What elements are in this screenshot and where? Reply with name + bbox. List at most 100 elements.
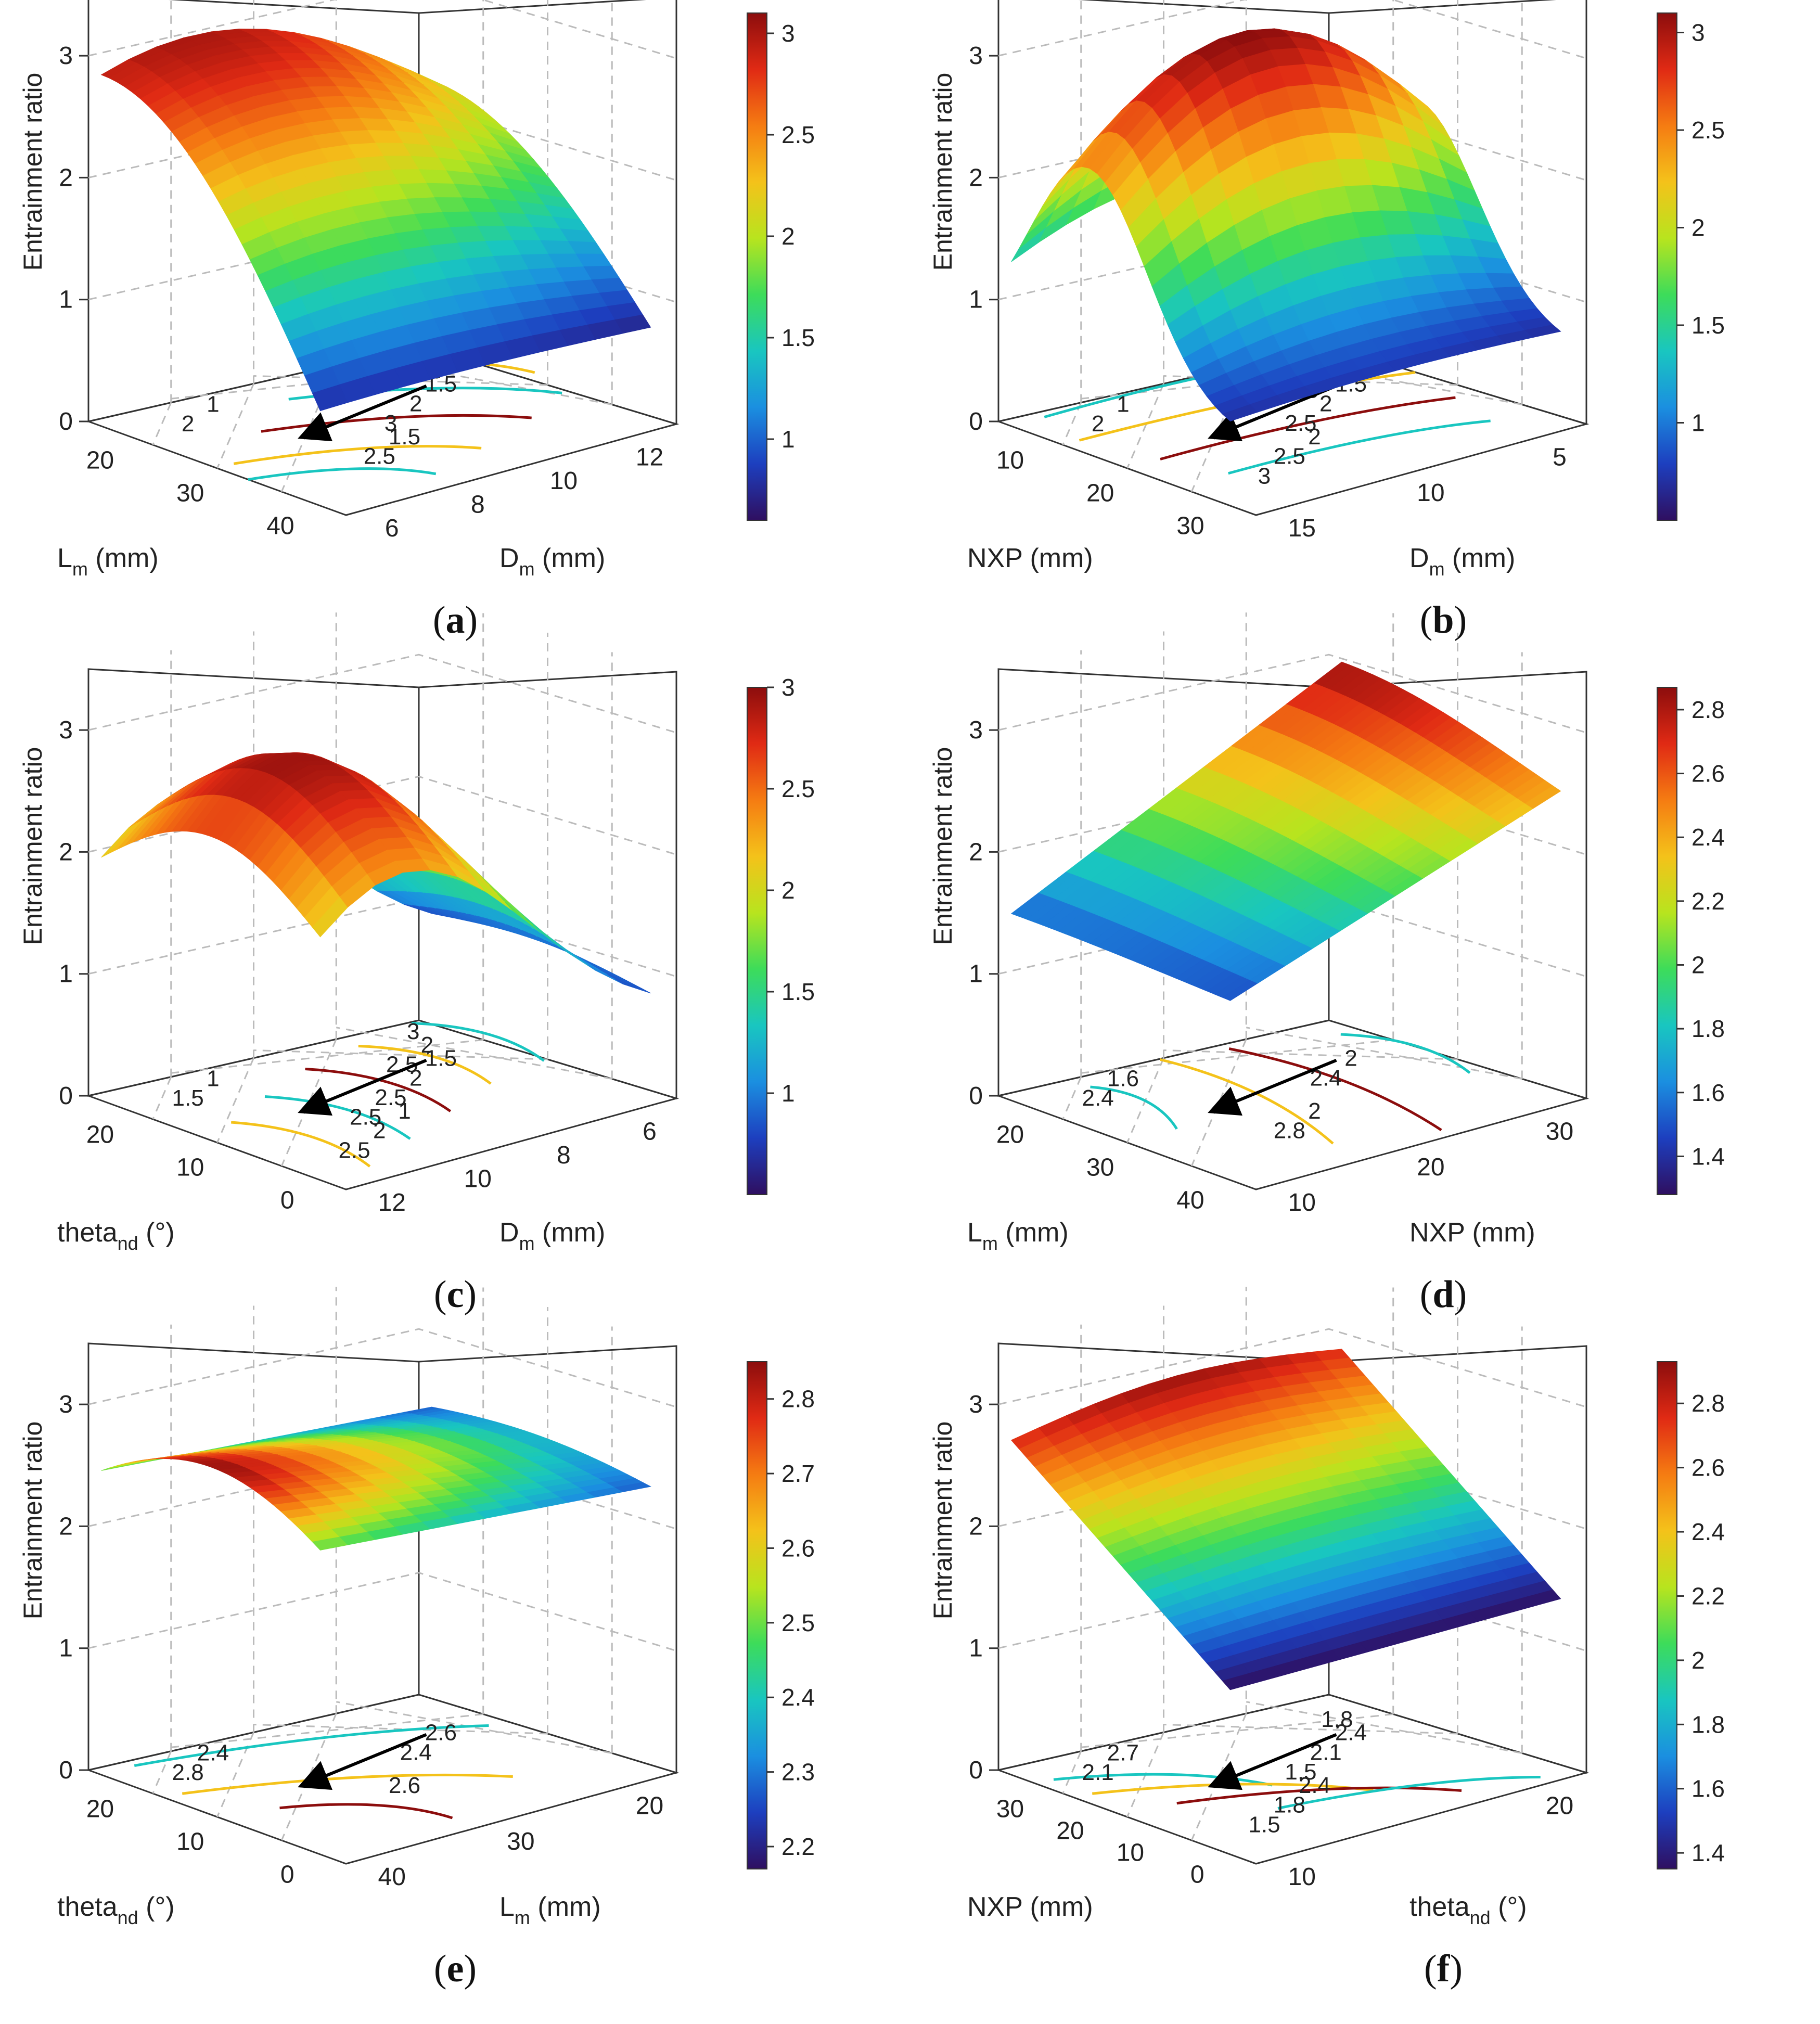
colorbar-tick-label: 1 bbox=[1691, 409, 1705, 437]
x-axis-label-main: L bbox=[57, 543, 72, 573]
y-tick-label: 8 bbox=[471, 491, 485, 519]
y-axis-label-main: theta bbox=[1409, 1892, 1470, 1922]
z-gridline bbox=[88, 775, 677, 855]
surface bbox=[101, 752, 651, 994]
contour-label: 2 bbox=[182, 411, 194, 437]
y-axis-label-gap bbox=[1465, 1218, 1472, 1248]
colorbar-tick-label: 2.6 bbox=[1691, 760, 1725, 787]
colorbar-tick-label: 2.8 bbox=[1691, 1390, 1725, 1417]
contour-line bbox=[1176, 1786, 1462, 1805]
x-axis-label-sub: nd bbox=[118, 1233, 138, 1254]
x-axis-label: thetand (°) bbox=[57, 1218, 175, 1254]
chart-panel-f: 0 1 2 3 Entrainment ratio 2.7 2.4 2.4 2.1 2.1 1.8 1… bbox=[910, 1287, 1820, 2023]
colorbar bbox=[1657, 1361, 1677, 1869]
colorbar-tick-label: 2.5 bbox=[1691, 117, 1725, 144]
colorbar-tick-label: 2 bbox=[1691, 951, 1705, 978]
floor-gridline bbox=[253, 1049, 548, 1060]
contour-label: 1.5 bbox=[1285, 1759, 1316, 1785]
x-axis-label-main: NXP bbox=[967, 1892, 1022, 1922]
y-tick-label: 10 bbox=[550, 467, 578, 495]
y-tick-label: 6 bbox=[385, 515, 399, 542]
floor bbox=[85, 1694, 680, 1865]
contour-line bbox=[1053, 1773, 1273, 1787]
colorbar-tick-label: 2.2 bbox=[1691, 888, 1725, 915]
x-axis-label: Lm (mm) bbox=[57, 543, 159, 580]
y-tick-label: 40 bbox=[378, 1863, 406, 1891]
contour-label: 2.5 bbox=[1274, 444, 1305, 469]
contour-label: 2 bbox=[421, 1032, 433, 1058]
surface bbox=[1010, 1349, 1561, 1690]
colorbar bbox=[1657, 12, 1677, 521]
contour-line bbox=[1277, 1776, 1541, 1810]
y-tick-label: 8 bbox=[557, 1142, 571, 1169]
contour-label: 1 bbox=[398, 1098, 411, 1124]
colorbar-tick-label: 2.3 bbox=[781, 1759, 815, 1786]
x-tick-label: 20 bbox=[996, 1121, 1024, 1148]
x-tick-label: 20 bbox=[86, 446, 114, 474]
floor-gridline bbox=[1246, 1701, 1522, 1754]
colorbar-tick-label: 2.4 bbox=[1691, 1518, 1725, 1545]
contour-line bbox=[1228, 419, 1491, 475]
colorbar-tick-label: 2.8 bbox=[781, 1386, 815, 1413]
x-axis-label-main: theta bbox=[57, 1218, 118, 1248]
y-axis-label-sub: nd bbox=[1470, 1907, 1491, 1928]
surface-patch bbox=[1524, 1590, 1561, 1607]
z-axis-label: Entrainment ratio bbox=[18, 747, 47, 945]
floor bbox=[85, 1019, 680, 1190]
x-axis-label-gap bbox=[88, 543, 95, 573]
contour-label: 2.4 bbox=[1299, 1773, 1330, 1798]
x-axis-label-unit: (mm) bbox=[1030, 543, 1093, 573]
contour-label: 1.8 bbox=[1274, 1792, 1305, 1818]
colorbar-tick-label: 1.6 bbox=[1691, 1079, 1725, 1106]
x-axis-label-gap bbox=[1022, 1892, 1030, 1922]
z-tick-label: 1 bbox=[59, 1635, 73, 1662]
floor-gridline bbox=[1163, 1724, 1458, 1735]
contour-label: 2.4 bbox=[1082, 1085, 1114, 1111]
colorbar-tick-label: 2 bbox=[781, 223, 795, 250]
contour-line bbox=[264, 1095, 411, 1140]
surface-patch bbox=[1524, 324, 1561, 338]
contour-label: 2 bbox=[1344, 1046, 1357, 1071]
y-axis-label: Dm (mm) bbox=[499, 1218, 605, 1254]
floor-gridline bbox=[152, 1751, 172, 1794]
y-tick-label: 10 bbox=[1288, 1863, 1316, 1891]
contour-line bbox=[248, 467, 437, 481]
direction-arrow bbox=[298, 1058, 427, 1116]
contour-label: 2 bbox=[1319, 391, 1332, 416]
contour-label: 1.5 bbox=[172, 1085, 204, 1111]
y-axis-label-main: D bbox=[499, 543, 519, 573]
colorbar bbox=[747, 12, 767, 521]
y-axis-label: Dm (mm) bbox=[499, 543, 605, 580]
y-axis-label-gap bbox=[1491, 1892, 1498, 1922]
contour-lines bbox=[134, 1724, 513, 1820]
floor-gridline bbox=[336, 1027, 612, 1080]
z-tick-label: 3 bbox=[969, 1391, 983, 1418]
contour-label: 1.6 bbox=[1107, 1066, 1139, 1092]
x-tick-label: 0 bbox=[1190, 1861, 1204, 1888]
y-tick-label: 15 bbox=[1288, 515, 1316, 542]
y-axis-label-sub: m bbox=[519, 558, 535, 580]
floor-gridline bbox=[216, 383, 254, 469]
colorbar-tick-label: 3 bbox=[781, 20, 795, 47]
floor-gridline bbox=[152, 1077, 172, 1120]
x-tick-label: 20 bbox=[86, 1795, 114, 1823]
colorbar-tick-label: 3 bbox=[781, 674, 795, 701]
colorbar bbox=[747, 687, 767, 1195]
direction-arrow bbox=[298, 1733, 427, 1790]
y-tick-label: 10 bbox=[1417, 479, 1444, 507]
contour-lines bbox=[231, 1022, 545, 1168]
x-axis-label-gap bbox=[998, 1218, 1005, 1248]
chart-panel-e: 0 1 2 3 Entrainment ratio 2.4 2.6 2.6 2.8 2.4 20 10… bbox=[0, 1287, 910, 2023]
x-axis-label: NXP (mm) bbox=[967, 1892, 1093, 1922]
contour-label: 1.8 bbox=[1321, 1707, 1353, 1732]
x-axis-label-unit: (mm) bbox=[95, 543, 158, 573]
contour-label: 2.6 bbox=[389, 1773, 420, 1798]
z-tick-label: 0 bbox=[969, 1082, 983, 1110]
contour-label: 1 bbox=[207, 1066, 219, 1092]
contour-label: 2.8 bbox=[172, 1760, 204, 1785]
surface bbox=[101, 1406, 651, 1551]
x-tick-label: 20 bbox=[1086, 479, 1114, 507]
surface bbox=[1011, 28, 1561, 422]
